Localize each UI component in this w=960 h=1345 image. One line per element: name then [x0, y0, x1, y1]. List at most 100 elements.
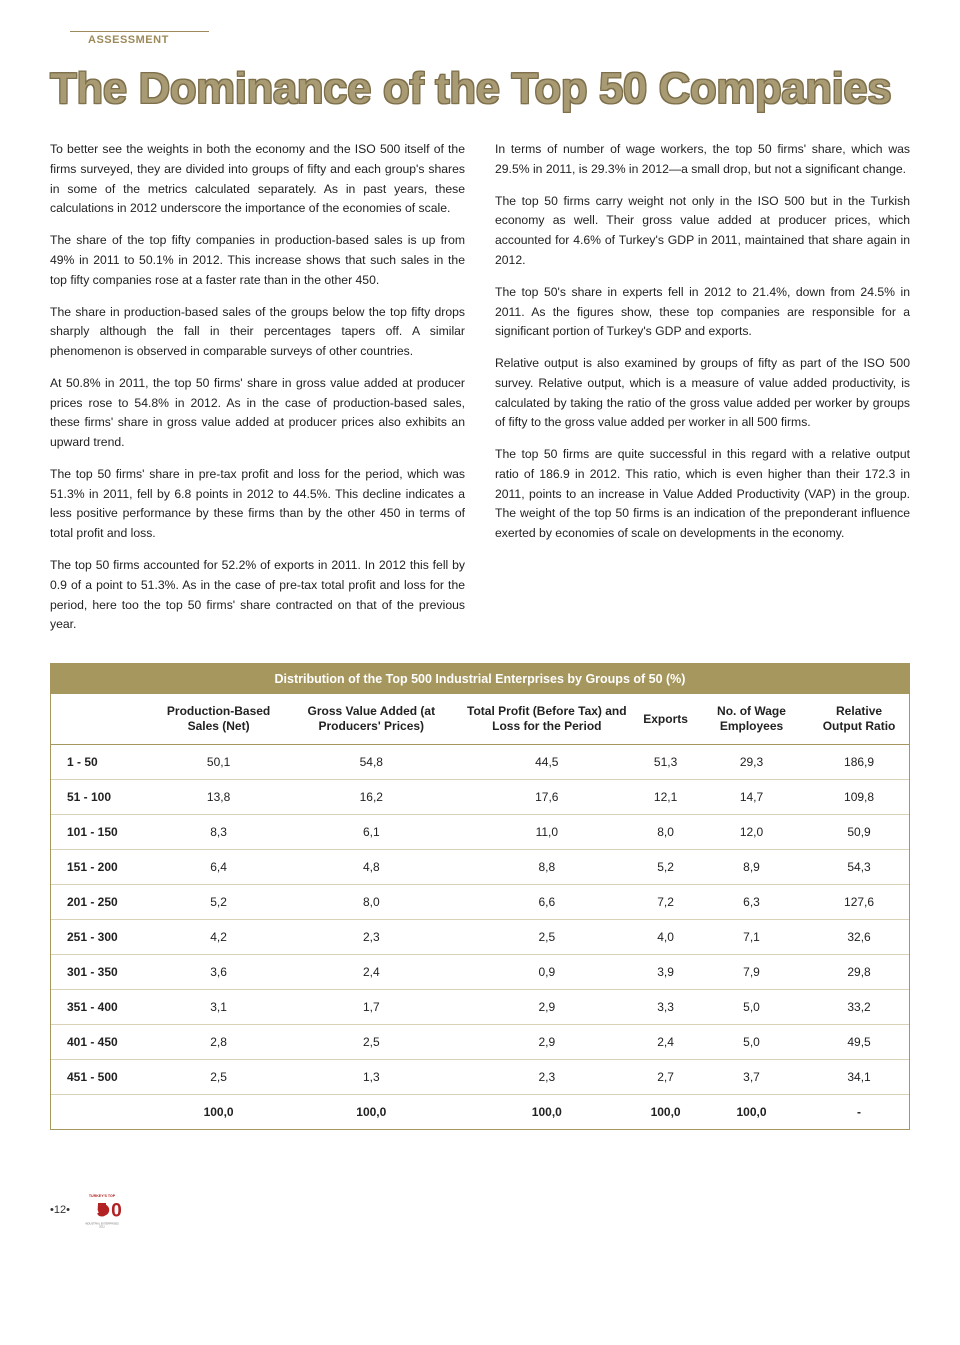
table-cell: 2,5 — [151, 1060, 286, 1095]
table-cell: 4,2 — [151, 920, 286, 955]
table-cell: 5,2 — [151, 885, 286, 920]
table-header-row: Production-Based Sales (Net) Gross Value… — [51, 694, 909, 745]
table-cell: 3,9 — [637, 955, 694, 990]
table-row: 51 - 10013,816,217,612,114,7109,8 — [51, 780, 909, 815]
table-header-cell: Exports — [637, 694, 694, 745]
table-cell: 54,3 — [809, 850, 909, 885]
table-cell: 100,0 — [286, 1095, 456, 1130]
table-cell: 34,1 — [809, 1060, 909, 1095]
table-cell: 2,9 — [456, 990, 637, 1025]
body-paragraph: The top 50 firms carry weight not only i… — [495, 192, 910, 271]
table-cell: 11,0 — [456, 815, 637, 850]
table-cell: 50,1 — [151, 745, 286, 780]
table-cell: 5,2 — [637, 850, 694, 885]
table-cell: 49,5 — [809, 1025, 909, 1060]
table-cell: 16,2 — [286, 780, 456, 815]
table-row: 451 - 5002,51,32,32,73,734,1 — [51, 1060, 909, 1095]
table-cell: 1,3 — [286, 1060, 456, 1095]
body-paragraph: The share of the top fifty companies in … — [50, 231, 465, 290]
body-paragraph: To better see the weights in both the ec… — [50, 140, 465, 219]
page-footer: •12• TURKEY'S TOP 5 0 INDUSTRIAL ENTERPR… — [50, 1190, 910, 1230]
table-cell: 401 - 450 — [51, 1025, 151, 1060]
table-cell: 54,8 — [286, 745, 456, 780]
table-cell: 8,3 — [151, 815, 286, 850]
table-row: 151 - 2006,44,88,85,28,954,3 — [51, 850, 909, 885]
table-cell: 3,6 — [151, 955, 286, 990]
table-cell: 100,0 — [694, 1095, 809, 1130]
table-cell: 2,5 — [456, 920, 637, 955]
table-header-cell — [51, 694, 151, 745]
table-cell: 13,8 — [151, 780, 286, 815]
table-cell: 3,3 — [637, 990, 694, 1025]
table-row: 301 - 3503,62,40,93,97,929,8 — [51, 955, 909, 990]
table-cell: 2,4 — [637, 1025, 694, 1060]
table-cell: - — [809, 1095, 909, 1130]
table-cell: 3,7 — [694, 1060, 809, 1095]
table-header-cell: Production-Based Sales (Net) — [151, 694, 286, 745]
table: Production-Based Sales (Net) Gross Value… — [51, 694, 909, 1129]
page-number: •12• — [50, 1204, 70, 1216]
table-cell: 451 - 500 — [51, 1060, 151, 1095]
table-cell: 4,0 — [637, 920, 694, 955]
table-header-cell: Relative Output Ratio — [809, 694, 909, 745]
table-cell: 2,3 — [456, 1060, 637, 1095]
table-row: 201 - 2505,28,06,67,26,3127,6 — [51, 885, 909, 920]
table-header-cell: No. of Wage Employees — [694, 694, 809, 745]
table-cell: 5,0 — [694, 990, 809, 1025]
table-cell: 12,1 — [637, 780, 694, 815]
logo-circle-icon — [98, 1204, 109, 1215]
table-cell: 8,0 — [286, 885, 456, 920]
table-cell: 7,9 — [694, 955, 809, 990]
table-cell: 127,6 — [809, 885, 909, 920]
table-cell: 6,1 — [286, 815, 456, 850]
body-paragraph: In terms of number of wage workers, the … — [495, 140, 910, 180]
body-paragraph: The top 50's share in experts fell in 20… — [495, 283, 910, 342]
table-row: 101 - 1508,36,111,08,012,050,9 — [51, 815, 909, 850]
logo-bottom-text: INDUSTRIAL ENTERPRISES — [85, 1221, 119, 1225]
table-cell: 8,8 — [456, 850, 637, 885]
table-cell: 201 - 250 — [51, 885, 151, 920]
table-row: 401 - 4502,82,52,92,45,049,5 — [51, 1025, 909, 1060]
table-cell: 100,0 — [637, 1095, 694, 1130]
table-title: Distribution of the Top 500 Industrial E… — [51, 664, 909, 694]
body-paragraph: Relative output is also examined by grou… — [495, 354, 910, 433]
table-cell: 8,9 — [694, 850, 809, 885]
table-cell: 7,2 — [637, 885, 694, 920]
table-cell: 186,9 — [809, 745, 909, 780]
body-paragraph: The share in production-based sales of t… — [50, 303, 465, 362]
logo-icon: TURKEY'S TOP 5 0 INDUSTRIAL ENTERPRISES … — [78, 1190, 126, 1230]
table-cell: 6,6 — [456, 885, 637, 920]
table-cell: 12,0 — [694, 815, 809, 850]
table-header-cell: Total Profit (Before Tax) and Loss for t… — [456, 694, 637, 745]
table-cell: 100,0 — [151, 1095, 286, 1130]
table-cell: 151 - 200 — [51, 850, 151, 885]
table-cell: 5,0 — [694, 1025, 809, 1060]
section-label: ASSESSMENT — [70, 31, 209, 46]
table-cell: 14,7 — [694, 780, 809, 815]
body-paragraph: The top 50 firms are quite successful in… — [495, 445, 910, 544]
table-cell: 6,3 — [694, 885, 809, 920]
table-cell — [51, 1095, 151, 1130]
table-cell: 4,8 — [286, 850, 456, 885]
table-cell: 3,1 — [151, 990, 286, 1025]
table-cell: 0,9 — [456, 955, 637, 990]
distribution-table: Distribution of the Top 500 Industrial E… — [50, 663, 910, 1130]
table-cell: 29,3 — [694, 745, 809, 780]
table-cell: 301 - 350 — [51, 955, 151, 990]
table-cell: 33,2 — [809, 990, 909, 1025]
table-cell: 51,3 — [637, 745, 694, 780]
table-cell: 100,0 — [456, 1095, 637, 1130]
table-cell: 8,0 — [637, 815, 694, 850]
logo-top-text: TURKEY'S TOP — [89, 1194, 116, 1198]
table-cell: 2,4 — [286, 955, 456, 990]
table-row: 351 - 4003,11,72,93,35,033,2 — [51, 990, 909, 1025]
body-columns: To better see the weights in both the ec… — [50, 140, 910, 635]
page-title: The Dominance of the Top 50 Companies — [50, 66, 910, 112]
table-cell: 1 - 50 — [51, 745, 151, 780]
table-cell: 109,8 — [809, 780, 909, 815]
table-cell: 44,5 — [456, 745, 637, 780]
table-cell: 7,1 — [694, 920, 809, 955]
table-cell: 2,9 — [456, 1025, 637, 1060]
table-cell: 351 - 400 — [51, 990, 151, 1025]
table-row: 251 - 3004,22,32,54,07,132,6 — [51, 920, 909, 955]
